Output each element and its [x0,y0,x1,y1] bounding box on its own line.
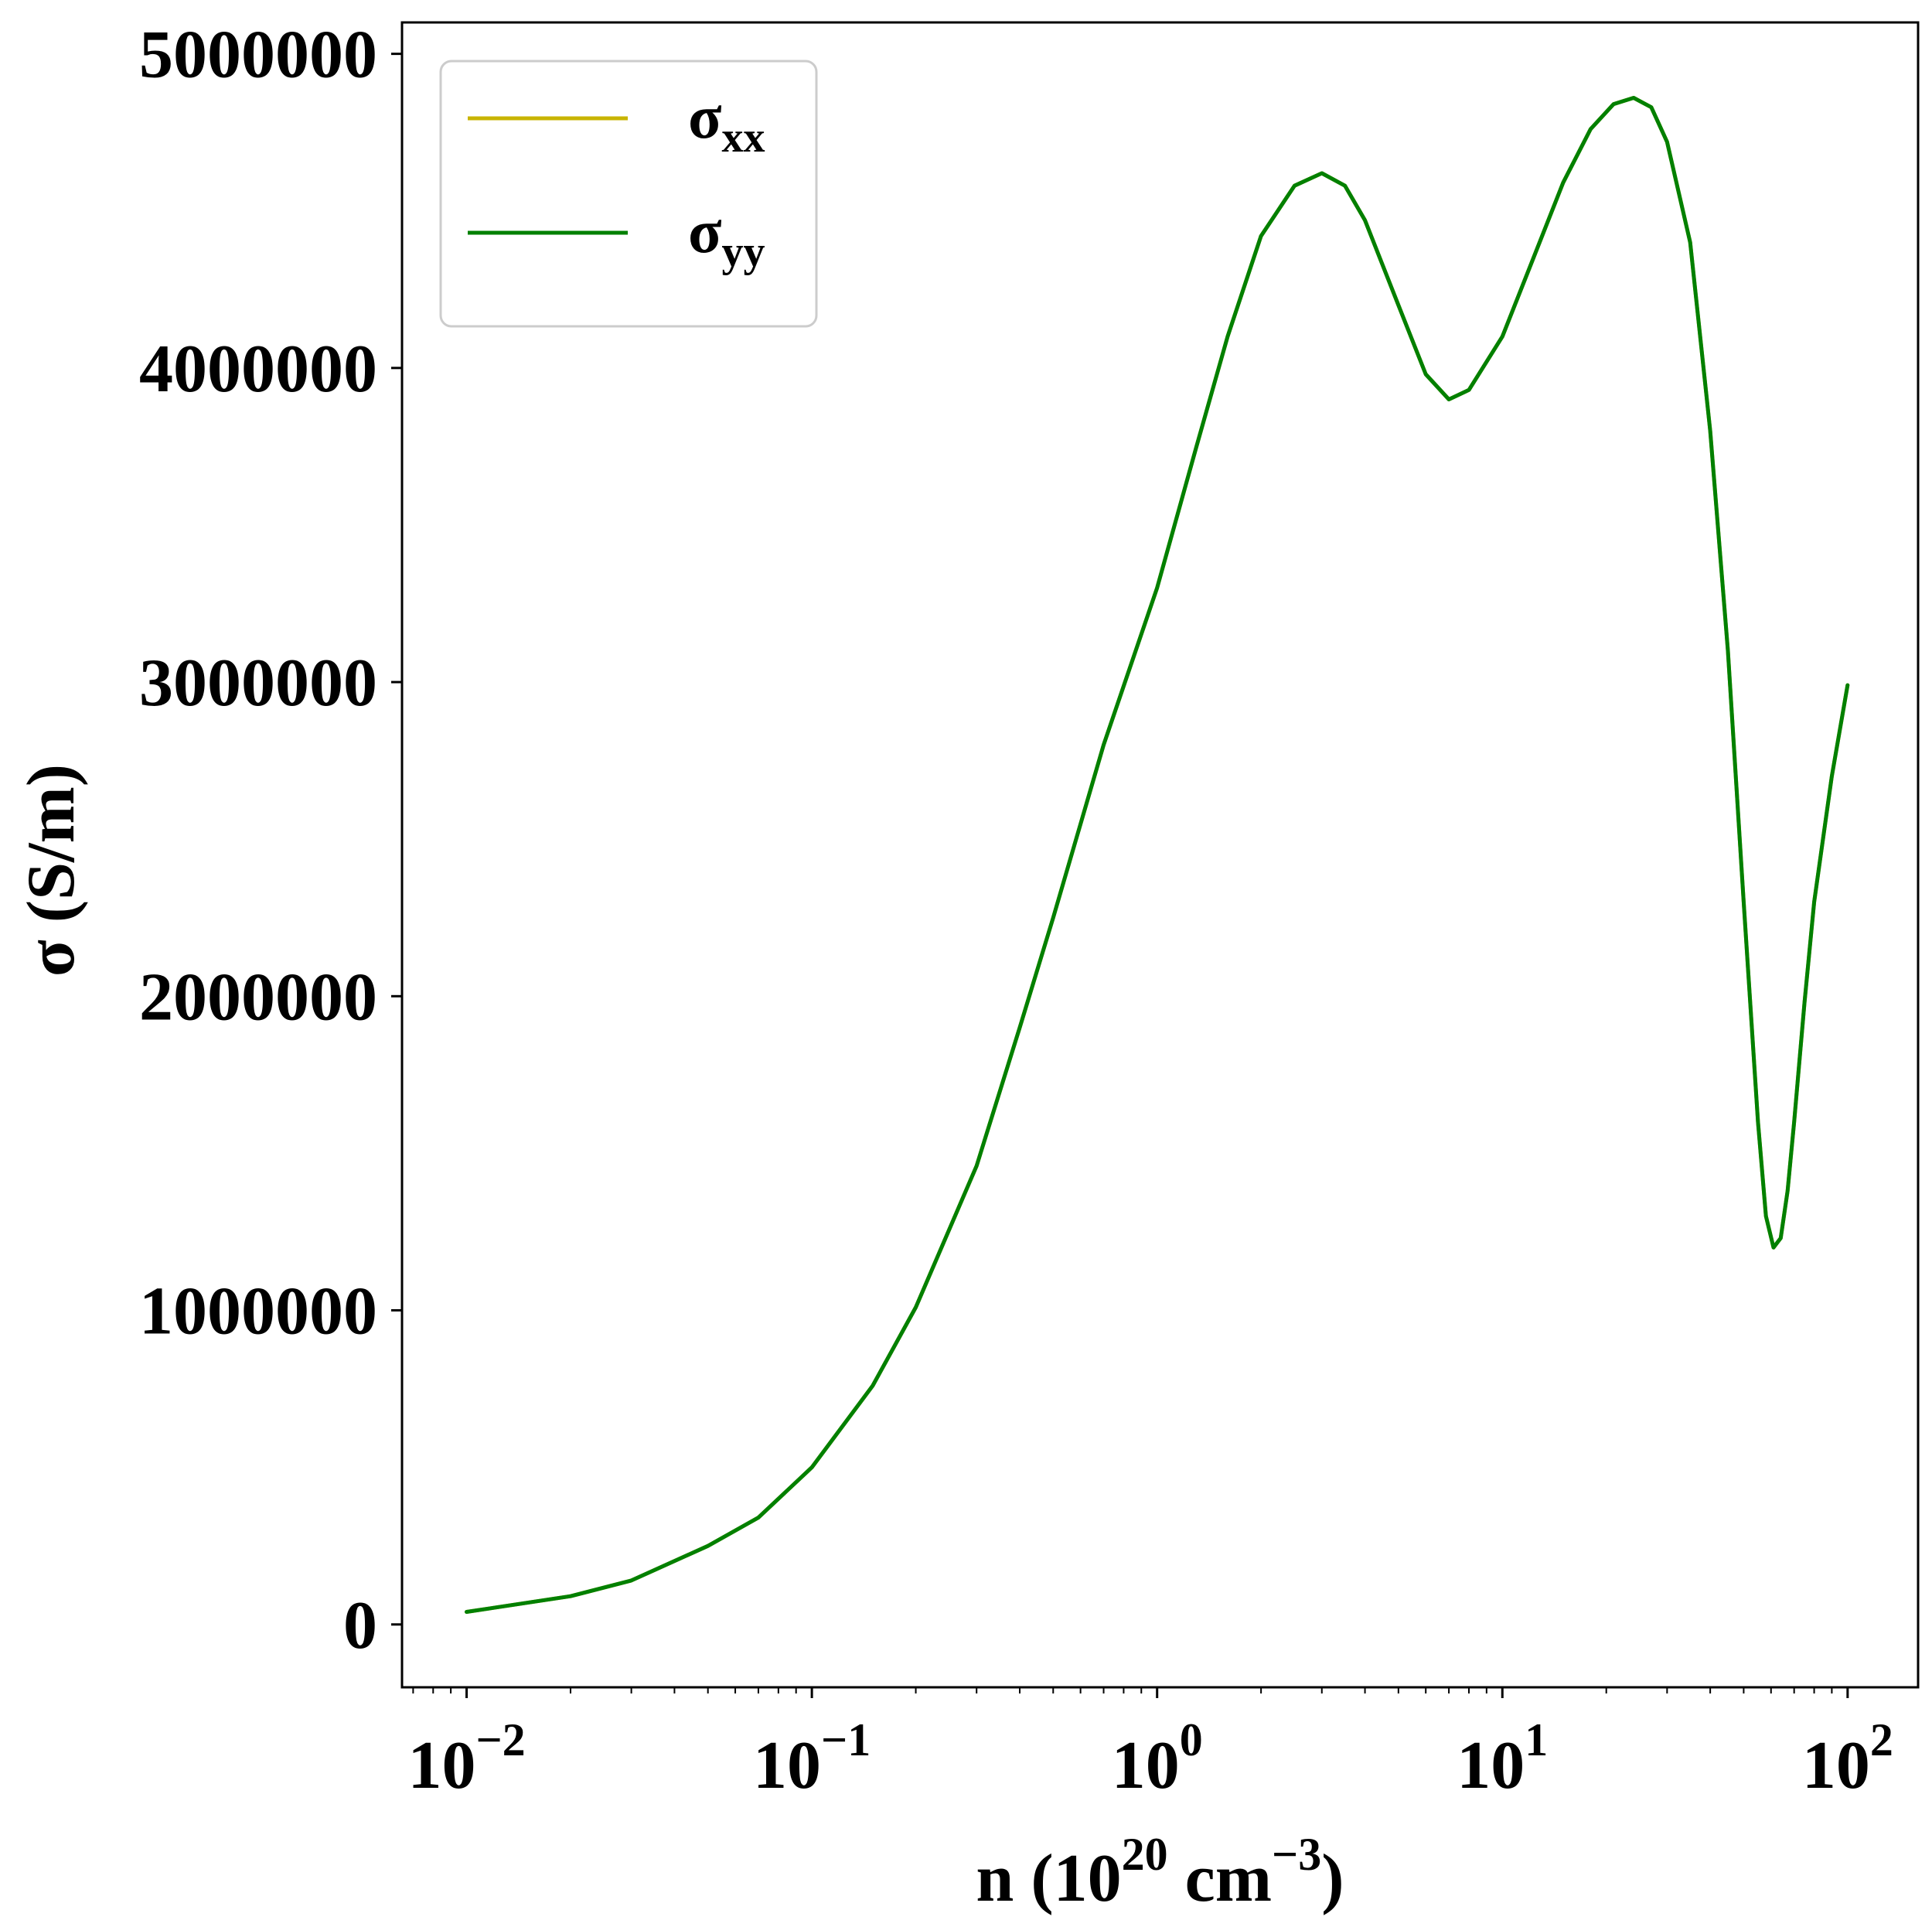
x-tick-label-4: 102 [1802,1714,1893,1803]
legend-label-xx: σxx [688,84,765,162]
x-tick-exponent-0: −2 [475,1714,525,1765]
series-layer [465,96,1850,1614]
x-axis-label-sup1: 20 [1122,1829,1168,1880]
legend-label-sub-yy: yy [722,228,765,276]
x-axis-label: n (1020 cm−3) [976,1829,1344,1916]
y-tick-label-2: 2000000 [139,960,377,1035]
x-axis-label-post: ) [1321,1841,1344,1916]
x-tick-label-1: 10−1 [753,1714,871,1803]
y-tick-label-0: 0 [343,1588,377,1663]
x-tick-exponent-3: 1 [1525,1714,1548,1765]
legend-box [439,60,818,328]
y-axis-ticks: 0 1000000 2000000 3000000 4000000 5000000 [139,18,402,1663]
y-axis-label: σ (S/m) [14,764,89,977]
legend-label-yy: σyy [688,198,765,276]
x-tick-label-3: 101 [1457,1714,1548,1803]
x-axis-label-sup2: −3 [1272,1829,1321,1880]
x-tick-base-1: 10 [753,1728,821,1803]
x-axis-ticks: 10−2 10−1 100 101 102 [407,1687,1893,1803]
x-tick-base-3: 10 [1457,1728,1525,1803]
series-line-yy [465,96,1850,1614]
plot-area-frame [400,21,1920,1689]
x-tick-base-2: 10 [1112,1728,1180,1803]
legend-label-sub-xx: xx [722,114,765,162]
x-axis-label-mid: cm [1168,1841,1272,1916]
x-axis-label-pre: n (10 [976,1841,1121,1916]
x-tick-base-4: 10 [1802,1728,1870,1803]
x-tick-exponent-1: −1 [821,1714,871,1765]
y-tick-label-3: 3000000 [139,646,377,721]
x-tick-exponent-2: 0 [1180,1714,1203,1765]
y-tick-label-4: 4000000 [139,332,377,407]
x-tick-exponent-4: 2 [1870,1714,1893,1765]
legend-label-base-yy: σ [688,198,722,266]
legend-label-base-xx: σ [688,84,722,152]
x-tick-label-0: 10−2 [407,1714,525,1803]
x-tick-base-0: 10 [407,1728,475,1803]
y-tick-label-1: 1000000 [139,1274,377,1349]
x-tick-label-2: 100 [1112,1714,1203,1803]
y-tick-label-5: 5000000 [139,18,377,93]
